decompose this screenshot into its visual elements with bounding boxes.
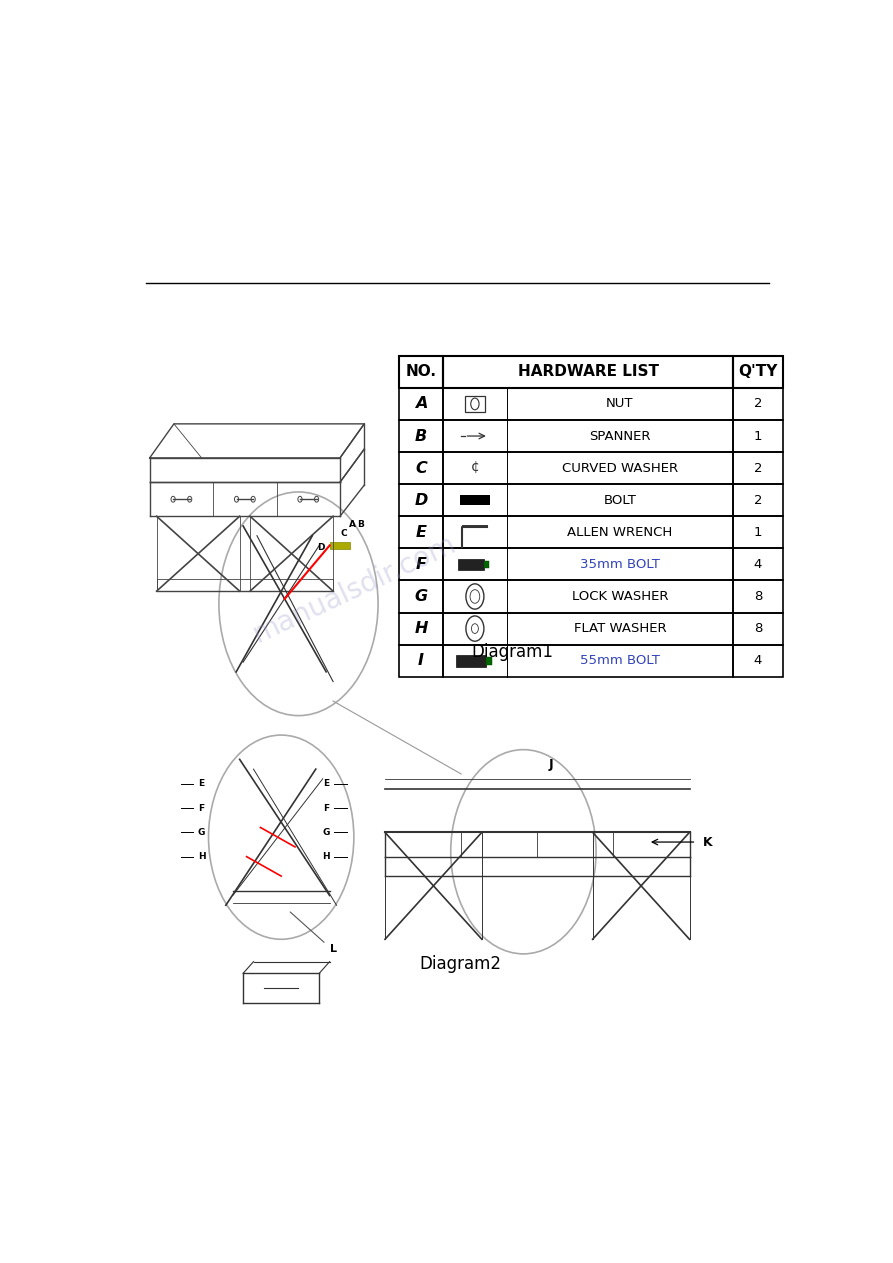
Text: G: G — [198, 827, 205, 837]
Bar — [399, 517, 443, 548]
Text: LOCK WASHER: LOCK WASHER — [572, 590, 668, 602]
Text: SPANNER: SPANNER — [589, 429, 651, 442]
Text: E: E — [198, 779, 204, 788]
Text: L: L — [330, 943, 337, 954]
Bar — [399, 644, 443, 677]
Text: J: J — [549, 758, 554, 770]
Text: I: I — [418, 653, 424, 668]
Bar — [443, 517, 733, 548]
Bar — [443, 548, 733, 581]
Text: HARDWARE LIST: HARDWARE LIST — [518, 364, 658, 379]
Bar — [733, 581, 783, 613]
Bar — [443, 421, 733, 452]
Text: H: H — [322, 853, 330, 861]
Text: 4: 4 — [754, 654, 762, 667]
Bar — [330, 542, 350, 549]
Bar — [733, 356, 783, 388]
Text: NUT: NUT — [606, 398, 634, 410]
Text: CURVED WASHER: CURVED WASHER — [562, 461, 678, 475]
Bar — [443, 581, 733, 613]
Bar — [465, 397, 485, 412]
Bar — [455, 654, 486, 667]
Text: 4: 4 — [754, 558, 762, 571]
Bar — [399, 452, 443, 484]
Text: Diagram1: Diagram1 — [472, 643, 554, 662]
Bar — [443, 484, 733, 517]
Bar — [486, 657, 492, 664]
Bar — [399, 421, 443, 452]
Bar — [733, 644, 783, 677]
Text: 1: 1 — [754, 525, 763, 539]
Text: E: E — [323, 779, 330, 788]
Text: G: G — [322, 827, 330, 837]
Text: 2: 2 — [754, 398, 763, 410]
Text: F: F — [198, 803, 204, 812]
Bar — [733, 484, 783, 517]
Text: C: C — [415, 461, 427, 476]
Bar — [443, 644, 733, 677]
Bar — [733, 517, 783, 548]
Bar — [733, 421, 783, 452]
Text: 8: 8 — [754, 590, 762, 602]
Bar — [399, 484, 443, 517]
Text: 2: 2 — [754, 494, 763, 506]
Bar — [443, 452, 733, 484]
Text: H: H — [197, 853, 205, 861]
Bar — [443, 388, 733, 421]
Bar — [733, 452, 783, 484]
Text: B: B — [414, 428, 427, 443]
Text: Diagram2: Diagram2 — [420, 955, 502, 973]
Text: ¢: ¢ — [471, 461, 480, 475]
Bar — [443, 356, 733, 388]
Bar — [733, 388, 783, 421]
Text: Q'TY: Q'TY — [739, 364, 778, 379]
Text: 35mm BOLT: 35mm BOLT — [580, 558, 660, 571]
Text: K: K — [704, 836, 713, 849]
Text: BOLT: BOLT — [604, 494, 637, 506]
Text: 8: 8 — [754, 623, 762, 635]
Text: F: F — [415, 557, 426, 572]
Text: B: B — [357, 519, 364, 528]
Text: D: D — [414, 493, 428, 508]
Text: 55mm BOLT: 55mm BOLT — [580, 654, 660, 667]
Bar — [399, 388, 443, 421]
Text: manualsdir.com: manualsdir.com — [247, 529, 460, 649]
Text: H: H — [414, 621, 428, 637]
Text: F: F — [323, 803, 330, 812]
Text: A: A — [349, 519, 356, 528]
Text: C: C — [341, 529, 347, 538]
Bar — [733, 548, 783, 581]
Bar — [399, 581, 443, 613]
Bar — [399, 548, 443, 581]
Text: 2: 2 — [754, 461, 763, 475]
Bar — [460, 495, 490, 505]
Text: 1: 1 — [754, 429, 763, 442]
Bar — [399, 356, 443, 388]
Text: FLAT WASHER: FLAT WASHER — [573, 623, 666, 635]
Text: A: A — [414, 397, 427, 412]
Bar — [443, 613, 733, 644]
Bar — [733, 613, 783, 644]
Bar — [399, 613, 443, 644]
Bar — [484, 561, 489, 568]
Text: NO.: NO. — [405, 364, 437, 379]
Text: G: G — [414, 589, 428, 604]
Text: E: E — [415, 525, 426, 539]
Text: ALLEN WRENCH: ALLEN WRENCH — [567, 525, 672, 539]
Text: D: D — [317, 543, 324, 552]
Bar — [457, 558, 484, 570]
